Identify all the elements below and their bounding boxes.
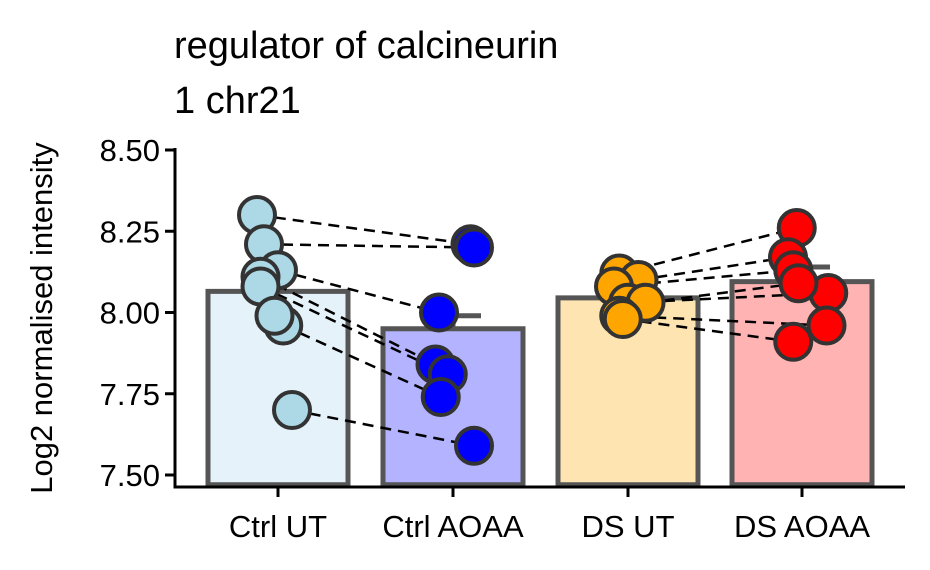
pair-line-8 bbox=[638, 256, 789, 282]
pair-line-6 bbox=[291, 408, 475, 447]
x-tick-label-0: Ctrl UT bbox=[229, 509, 327, 544]
data-point-13 bbox=[420, 377, 461, 417]
pair-line-5 bbox=[282, 324, 442, 399]
y-axis-label: Log2 normalised intensity bbox=[24, 142, 59, 494]
pair-line-7 bbox=[618, 226, 798, 275]
x-tick-label-2: DS UT bbox=[582, 509, 675, 544]
data-point-7 bbox=[272, 390, 312, 430]
pair-line-4 bbox=[259, 275, 437, 366]
data-point-28 bbox=[773, 321, 814, 362]
pair-line-1 bbox=[263, 243, 475, 249]
plot-area: 7.50 7.75 8.00 8.25 8.50 Ctrl UT Ctrl AOAA DS U… bbox=[100, 133, 905, 544]
pair-line-11 bbox=[645, 282, 799, 304]
y-tick-label-4: 8.50 bbox=[100, 133, 160, 168]
data-point-21 bbox=[602, 299, 643, 339]
chart-title-line-1: regulator of calcineurin bbox=[174, 25, 558, 67]
data-point-26 bbox=[778, 263, 819, 304]
data-point-27 bbox=[806, 305, 847, 346]
data-point-6 bbox=[254, 295, 295, 336]
chart-title-line-2: 1 chr21 bbox=[174, 80, 301, 122]
y-tick-label-0: 7.50 bbox=[100, 458, 160, 493]
pair-line-9 bbox=[613, 269, 794, 288]
pair-line-2 bbox=[277, 269, 440, 314]
bar-3 bbox=[729, 279, 875, 488]
data-point-14 bbox=[454, 425, 494, 466]
y-tick-label-1: 7.75 bbox=[100, 377, 160, 412]
y-tick-label-2: 8.00 bbox=[100, 296, 160, 331]
pair-line-0 bbox=[256, 213, 471, 246]
x-tick-label-1: Ctrl AOAA bbox=[382, 509, 524, 544]
data-point-10 bbox=[419, 292, 459, 333]
pair-line-13 bbox=[622, 317, 794, 343]
x-tick-label-3: DS AOAA bbox=[734, 509, 870, 544]
data-point-9 bbox=[454, 227, 494, 268]
y-tick-label-3: 8.25 bbox=[100, 214, 160, 249]
